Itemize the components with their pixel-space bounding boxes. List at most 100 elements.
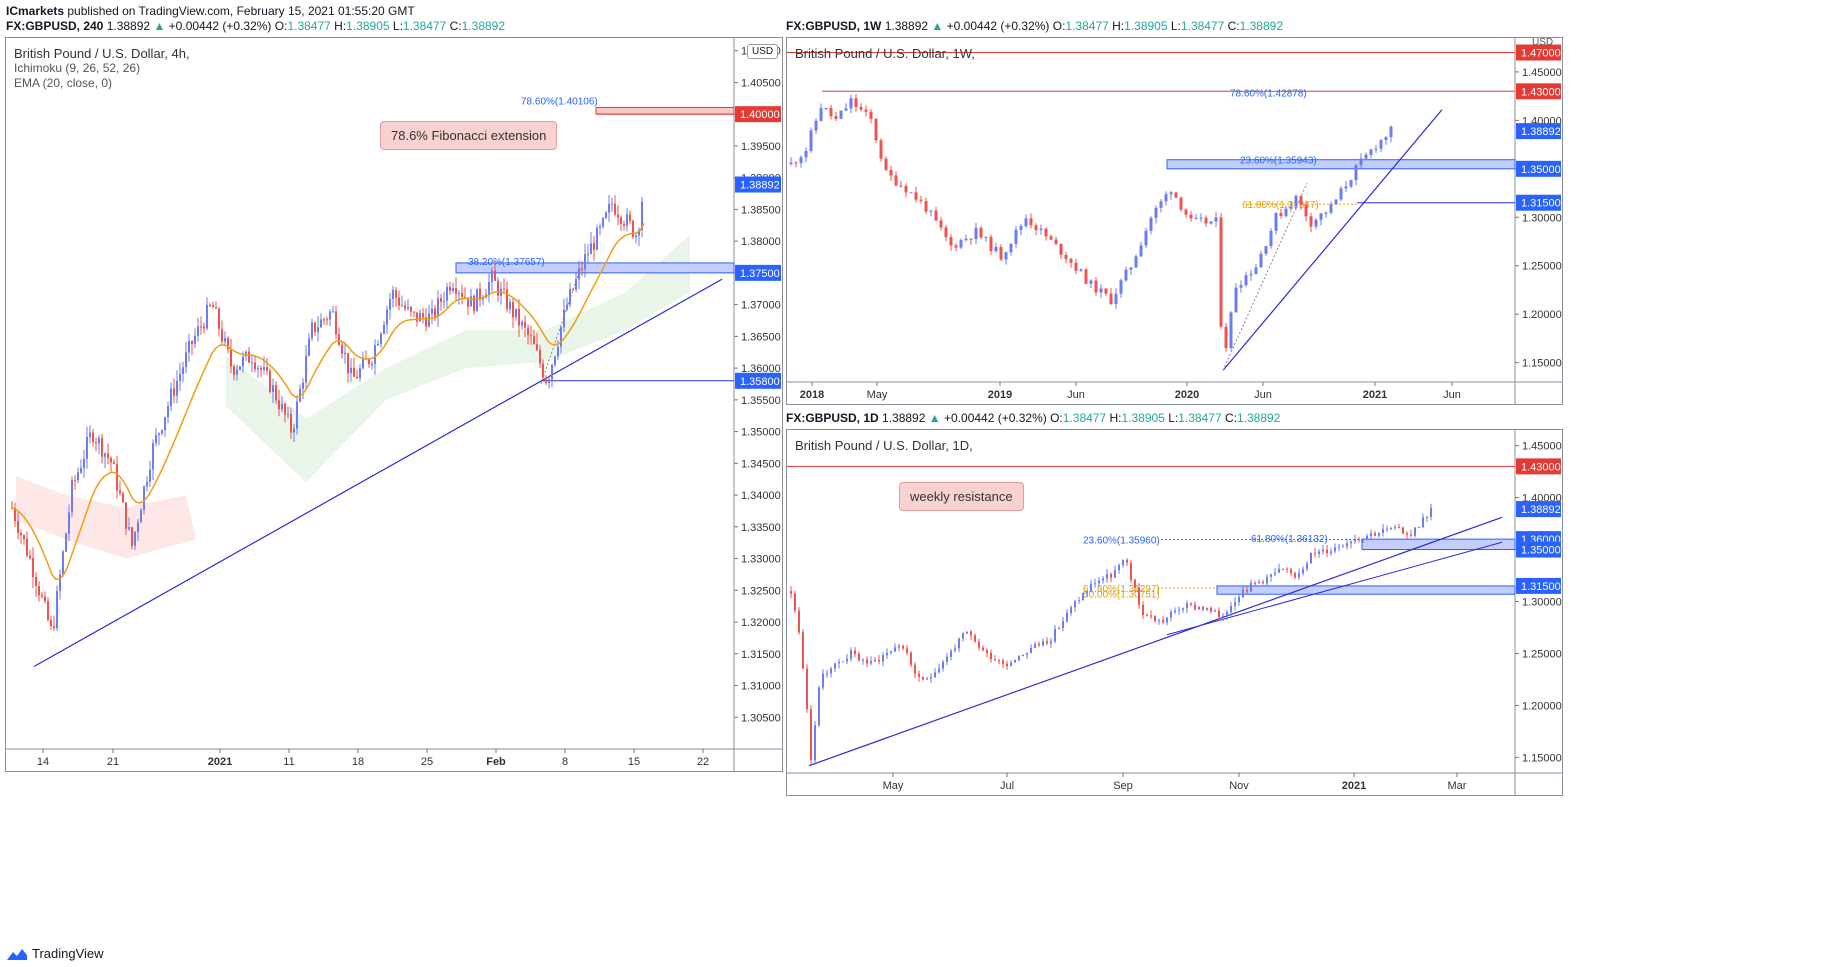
candle-body: [281, 403, 283, 410]
x-tick-label: May: [867, 389, 888, 401]
candle-body: [1010, 662, 1012, 667]
candle-body: [1014, 660, 1016, 663]
y-tick-label: 1.15000: [1522, 358, 1562, 370]
candle-body: [1214, 217, 1218, 222]
x-tick-label: 2021: [1342, 780, 1366, 792]
candle-body: [626, 214, 628, 226]
x-tick-label: 15: [628, 756, 640, 768]
candle-body: [578, 268, 580, 280]
candle-body: [1374, 148, 1378, 150]
fib-extension-callout: 78.6% Fibonacci extension: [380, 121, 558, 150]
candle-body: [1089, 280, 1093, 284]
candle-body: [212, 305, 214, 308]
candle-body: [982, 647, 984, 651]
candle-body: [864, 109, 868, 112]
candle-body: [1406, 533, 1408, 535]
candle-body: [1314, 552, 1316, 554]
candle-body: [335, 311, 337, 335]
candle-body: [506, 289, 508, 310]
candle-body: [862, 659, 864, 661]
support-zone: [455, 262, 735, 274]
currency-label: USD: [1532, 37, 1554, 48]
candle-body: [284, 403, 286, 415]
candle-body: [814, 725, 816, 761]
candle-body: [1318, 551, 1320, 554]
chart-panel-d1[interactable]: 1.450001.400001.350001.300001.250001.200…: [786, 429, 1563, 796]
candle-body: [906, 648, 908, 653]
candle-body: [1090, 584, 1092, 592]
chart-panel-h4[interactable]: 1.410001.405001.400001.395001.390001.385…: [5, 37, 783, 772]
candle-body: [858, 653, 860, 661]
candle-body: [1299, 195, 1303, 205]
chart-svg-w1[interactable]: 1.450001.400001.350001.300001.250001.200…: [787, 38, 1562, 404]
candle-body: [521, 321, 523, 326]
currency-button[interactable]: USD: [747, 44, 779, 59]
candle-body: [1426, 516, 1428, 518]
candle-body: [1306, 563, 1308, 570]
candle-body: [874, 119, 878, 141]
y-tick-label: 1.33000: [741, 554, 781, 566]
candle-body: [889, 169, 893, 176]
candle-body: [1234, 287, 1238, 313]
candle-body: [1370, 533, 1372, 536]
candle-body: [353, 367, 355, 377]
candle-body: [958, 638, 960, 649]
candle-body: [870, 661, 872, 664]
candle-body: [1079, 269, 1083, 271]
candle-body: [1022, 654, 1024, 657]
candle-body: [1274, 213, 1278, 231]
candle-body: [134, 531, 136, 546]
candle-body: [1279, 213, 1283, 217]
candle-body: [1199, 217, 1203, 219]
candle-body: [572, 289, 574, 291]
price-tag-label: 1.47000: [1521, 48, 1561, 60]
candle-body: [1266, 576, 1268, 584]
candle-body: [635, 235, 637, 237]
candle-body: [1142, 604, 1144, 616]
ichimoku-cloud-bear: [16, 476, 196, 559]
candle-body: [1209, 221, 1213, 224]
candle-body: [1154, 207, 1158, 218]
candle-body: [1418, 527, 1420, 529]
candle-body: [794, 162, 798, 164]
open-value: 1.38477: [1062, 411, 1107, 425]
fib-label: 61.80%(1.31297): [1083, 584, 1160, 595]
candle-body: [59, 574, 61, 591]
candle-body: [275, 385, 277, 401]
candle-body: [1106, 573, 1108, 579]
candle-body: [884, 158, 888, 170]
chart-panel-w1[interactable]: 1.450001.400001.350001.300001.250001.200…: [786, 37, 1563, 405]
candle-body: [1358, 539, 1360, 541]
candle-body: [1259, 253, 1263, 268]
candle-body: [608, 204, 610, 213]
fib-label: 23.60%(1.35960): [1083, 536, 1160, 547]
candle-body: [452, 288, 454, 291]
candle-body: [338, 334, 340, 345]
chart-svg-d1[interactable]: 1.450001.400001.350001.300001.250001.200…: [787, 430, 1562, 795]
candle-body: [959, 240, 963, 248]
candle-body: [194, 335, 196, 344]
symbol-line-d1: FX:GBPUSD, 1D 1.38892 ▲ +0.00442 (+0.32%…: [786, 411, 1281, 425]
candle-body: [1206, 607, 1208, 610]
candle-body: [1094, 280, 1098, 293]
candle-body: [242, 356, 244, 367]
tradingview-logo[interactable]: TradingView: [6, 946, 104, 961]
chart-svg-h4[interactable]: 1.410001.405001.400001.395001.390001.385…: [6, 38, 782, 771]
candle-body: [1166, 617, 1168, 623]
candle-body: [924, 201, 928, 212]
candle-body: [886, 652, 888, 656]
candle-body: [593, 243, 595, 250]
candle-body: [41, 595, 43, 597]
candle-body: [1258, 581, 1260, 584]
candle-body: [914, 664, 916, 674]
candle-body: [1210, 607, 1212, 612]
candle-body: [866, 659, 868, 664]
candle-body: [293, 428, 295, 433]
trend-line: [808, 516, 1503, 767]
candle-body: [44, 596, 46, 602]
y-tick-label: 1.34000: [741, 490, 781, 502]
x-tick-label: May: [883, 780, 904, 792]
y-tick-label: 1.45000: [1522, 441, 1562, 453]
candle-body: [1030, 647, 1032, 653]
candle-body: [200, 326, 202, 328]
